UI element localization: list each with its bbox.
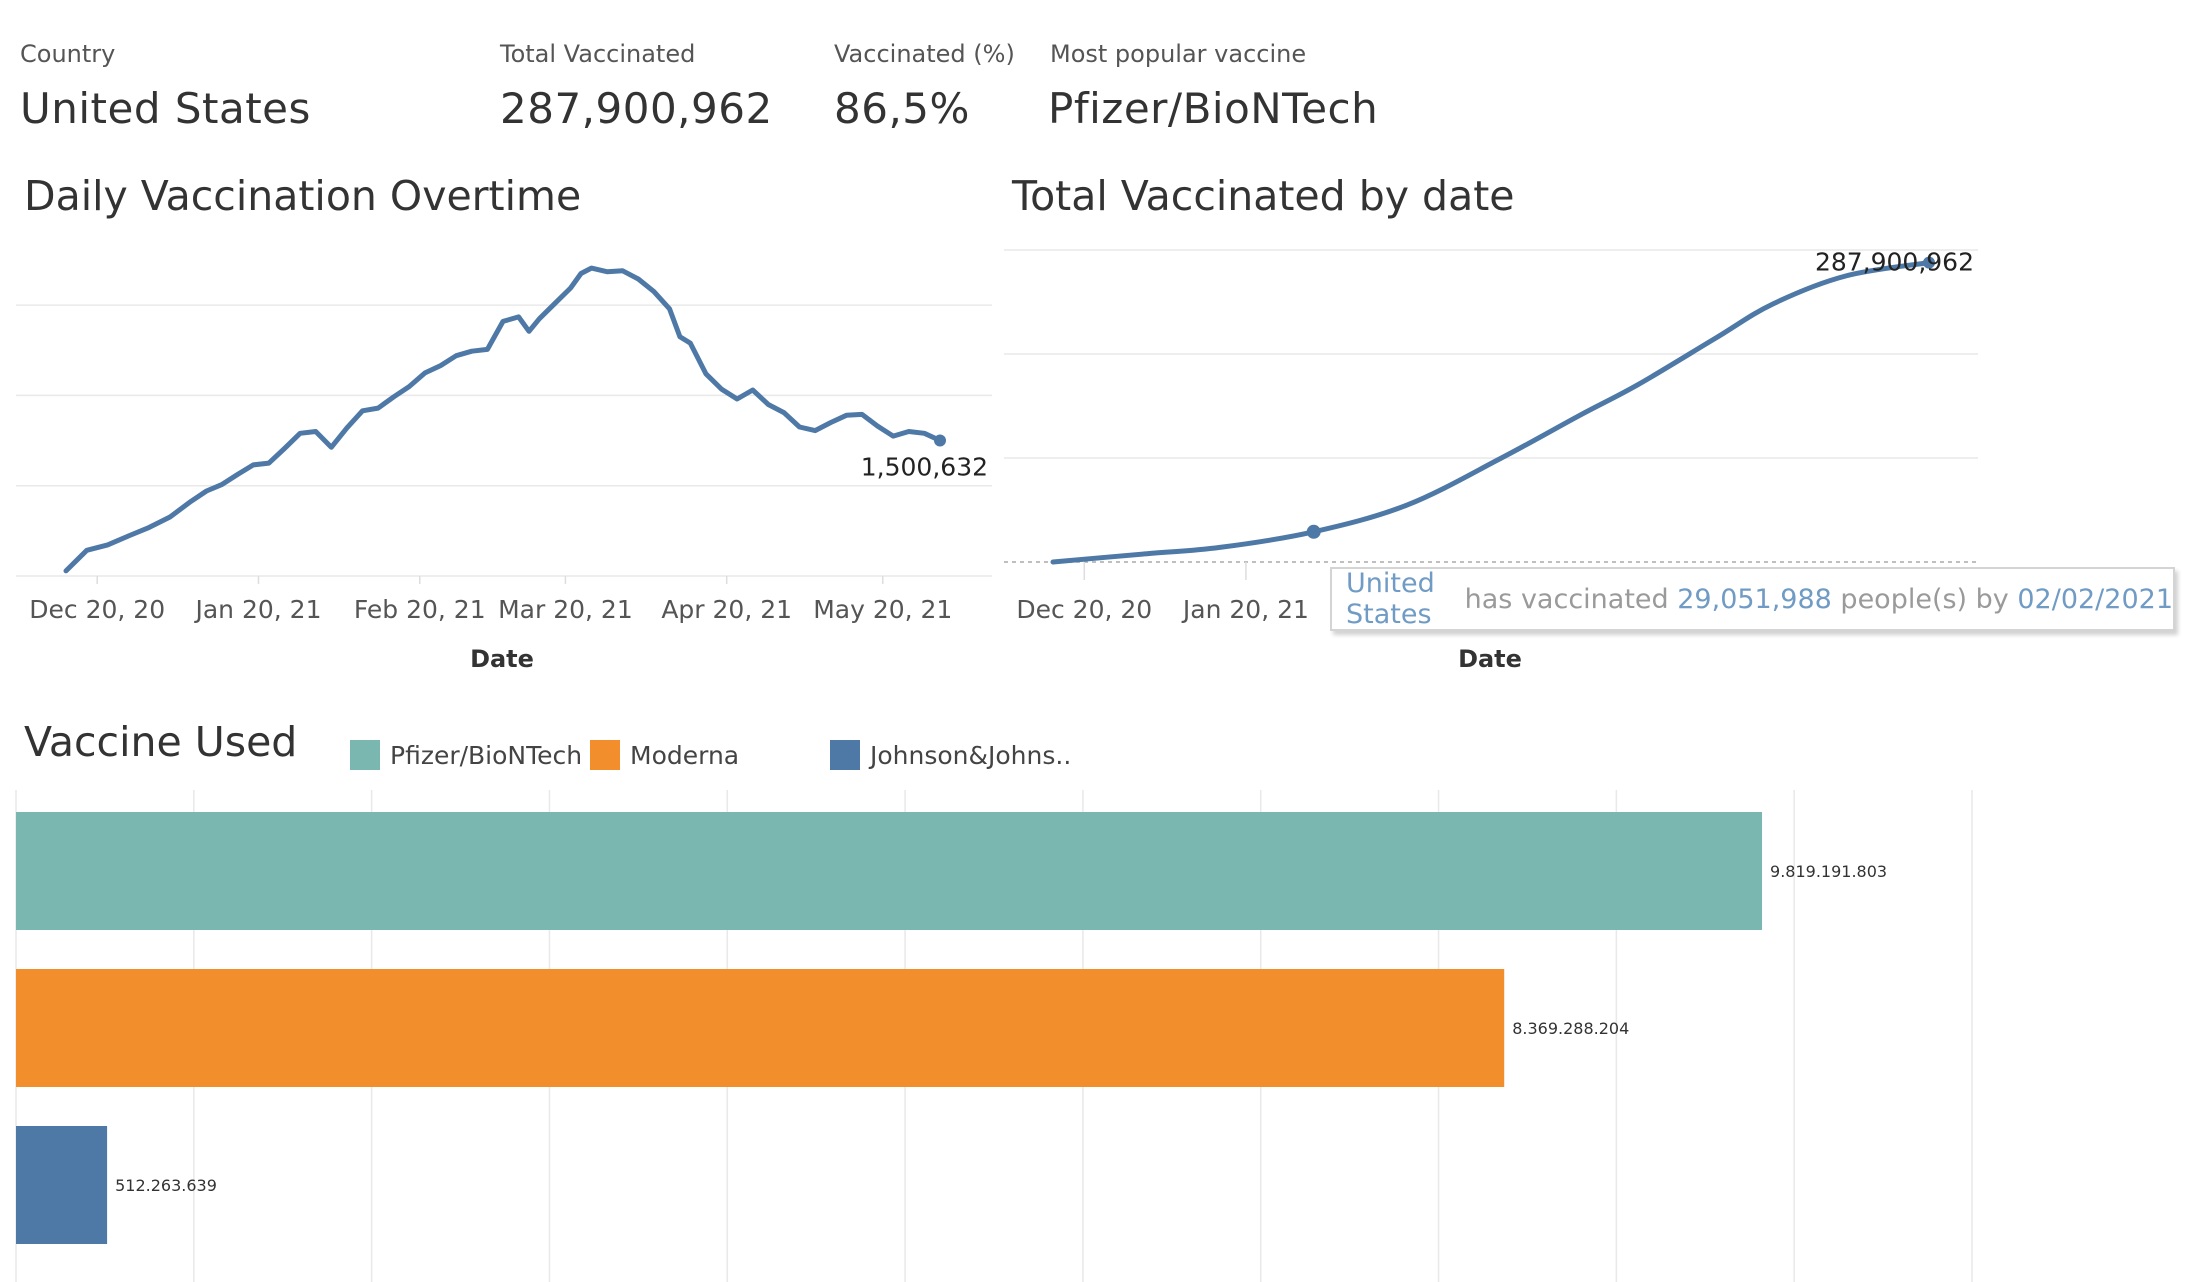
vaccinated-pct-value: 86,5% xyxy=(834,84,970,133)
legend-item-jnj[interactable]: Johnson&Johns.. xyxy=(830,740,1071,770)
daily-vaccination-line[interactable] xyxy=(63,265,943,574)
country-label: Country xyxy=(20,40,116,68)
bar-label-pfizer: 9.819.191.803 xyxy=(1770,862,1887,881)
popular-vaccine-label: Most popular vaccine xyxy=(1050,40,1307,68)
bar-pfizer[interactable] xyxy=(16,812,1763,930)
total-x-axis-title: Date xyxy=(1458,645,1522,673)
country-value: United States xyxy=(20,84,311,133)
total-chart-title: Total Vaccinated by date xyxy=(1012,172,1515,220)
tooltip-date: 02/02/2021 xyxy=(2017,583,2173,615)
vaccine-used-chart[interactable]: 9.819.191.803 8.369.288.204 512.263.639 xyxy=(0,790,2186,1282)
legend-label-jnj: Johnson&Johns.. xyxy=(870,740,1072,770)
total-end-point[interactable] xyxy=(1923,256,1935,269)
total-vaccinated-line[interactable] xyxy=(1050,260,1932,565)
total-x-tick-label: Dec 20, 20 xyxy=(1016,595,1152,624)
daily-vaccination-chart[interactable]: 1,500,632 Dec 20, 20 Jan 20, 21 Feb 20, 21… xyxy=(0,240,1000,680)
daily-chart-title: Daily Vaccination Overtime xyxy=(24,172,582,220)
tooltip-count: 29,051,988 xyxy=(1677,583,1832,615)
total-end-label: 287,900,962 xyxy=(1815,248,1974,277)
vaccinated-pct-label: Vaccinated (%) xyxy=(834,40,1015,68)
total-highlight-point[interactable] xyxy=(1306,524,1321,539)
daily-x-tick-label: Mar 20, 21 xyxy=(498,595,633,624)
tooltip-text-1: has vaccinated xyxy=(1456,583,1678,615)
daily-x-tick-label: Apr 20, 21 xyxy=(661,595,792,624)
bar-label-jnj: 512.263.639 xyxy=(115,1176,217,1195)
legend-swatch-moderna xyxy=(590,740,620,770)
daily-end-label: 1,500,632 xyxy=(861,453,988,482)
legend-swatch-jnj xyxy=(830,740,860,770)
total-x-tick-label: Jan 20, 21 xyxy=(1181,595,1309,624)
legend-item-moderna[interactable]: Moderna xyxy=(590,740,739,770)
tooltip-text-2: people(s) by xyxy=(1831,583,2018,615)
total-vaccinated-value: 287,900,962 xyxy=(500,84,773,133)
tooltip-country: United States xyxy=(1346,568,1435,630)
total-vaccinated-label: Total Vaccinated xyxy=(500,40,696,68)
vaccine-chart-title: Vaccine Used xyxy=(24,718,298,766)
legend-swatch-pfizer xyxy=(350,740,380,770)
tooltip: United States has vaccinated 29,051,988 … xyxy=(1330,567,2175,631)
daily-x-tick-label: May 20, 21 xyxy=(813,595,952,624)
legend-item-pfizer[interactable]: Pfizer/BioNTech xyxy=(350,740,582,770)
bar-label-moderna: 8.369.288.204 xyxy=(1512,1019,1629,1038)
total-vaccinated-chart[interactable]: 287,900,962 Dec 20, 20 Jan 20, 21 Date xyxy=(1000,240,2000,680)
daily-x-axis-title: Date xyxy=(470,645,534,673)
daily-end-point[interactable] xyxy=(934,434,946,447)
bar-moderna[interactable] xyxy=(16,969,1505,1087)
popular-vaccine-value: Pfizer/BioNTech xyxy=(1048,84,1379,133)
daily-x-tick-label: Feb 20, 21 xyxy=(354,595,486,624)
bar-jnj[interactable] xyxy=(16,1126,108,1244)
daily-x-tick-label: Dec 20, 20 xyxy=(29,595,165,624)
daily-x-tick-label: Jan 20, 21 xyxy=(193,595,321,624)
legend-label-moderna: Moderna xyxy=(630,740,740,770)
legend-label-pfizer: Pfizer/BioNTech xyxy=(390,740,583,770)
